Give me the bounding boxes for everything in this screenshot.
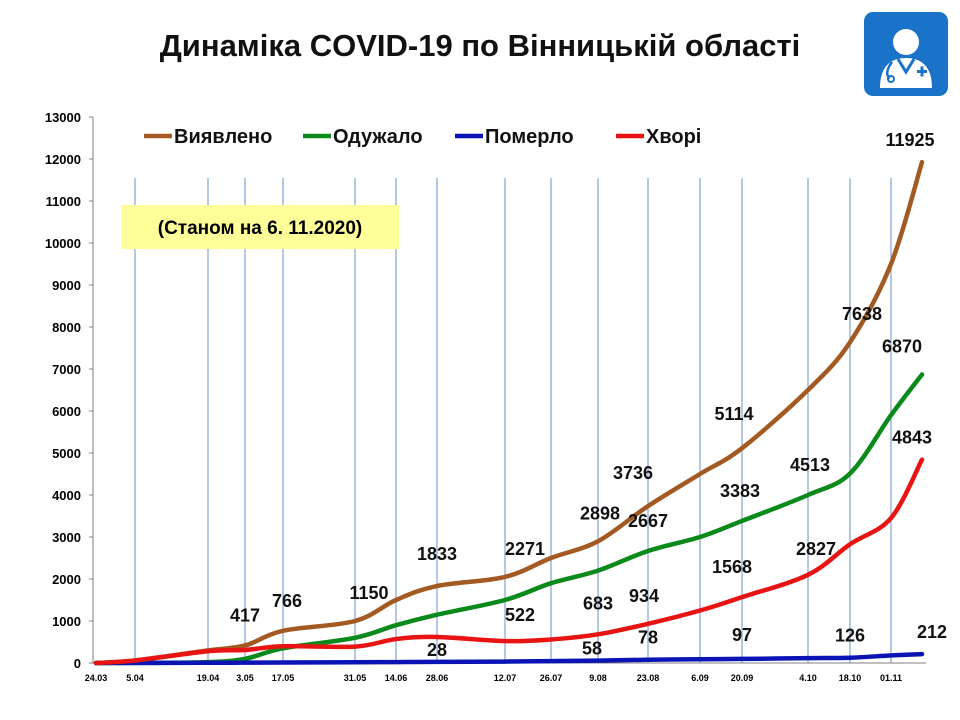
- doctor-icon: [864, 12, 948, 96]
- series-line: [93, 651, 925, 666]
- x-tick-label: 17.05: [272, 673, 295, 683]
- data-label: 2271: [505, 539, 545, 559]
- data-label: 97: [732, 625, 752, 645]
- data-label: 58: [582, 639, 602, 659]
- data-label: 5114: [714, 404, 753, 424]
- data-label: 6870: [882, 336, 922, 356]
- x-tick-labels: 24.03 5.04 19.04 3.05 17.05 31.05 14.06 28.06 12…: [85, 673, 902, 683]
- y-tick-label: 6000: [52, 404, 81, 419]
- data-label: 4843: [892, 428, 932, 448]
- series-line: [93, 159, 925, 666]
- data-label: 2667: [628, 511, 668, 531]
- x-tick-label: 12.07: [494, 673, 517, 683]
- x-tick-label: 24.03: [85, 673, 108, 683]
- doctor-icon-graphic: [880, 29, 932, 88]
- y-tick-label: 3000: [52, 530, 81, 545]
- chart-title: Динаміка COVID-19 по Вінницькій області: [159, 28, 801, 63]
- data-label: 3383: [720, 481, 760, 501]
- series-line: [93, 457, 925, 666]
- data-label: 28: [427, 640, 447, 660]
- data-label: 78: [638, 628, 658, 648]
- y-tick-label: 2000: [52, 572, 81, 587]
- data-label: 3736: [613, 463, 653, 483]
- y-tick-label: 4000: [52, 488, 81, 503]
- grid-layer: [134, 178, 892, 663]
- x-tick-label: 26.07: [540, 673, 563, 683]
- y-tick-label: 1000: [52, 614, 81, 629]
- x-tick-label: 5.04: [126, 673, 144, 683]
- x-tick-label: 18.10: [839, 673, 862, 683]
- y-tick-label: 12000: [45, 152, 81, 167]
- x-tick-label: 14.06: [385, 673, 408, 683]
- series-lines: [93, 159, 925, 666]
- x-tick-label: 3.05: [236, 673, 254, 683]
- y-tick-label: 0: [74, 656, 81, 671]
- y-tick-label: 11000: [46, 194, 81, 209]
- x-tick-label: 19.04: [197, 673, 220, 683]
- x-tick-label: 28.06: [426, 673, 449, 683]
- data-labels: 417 766 1150 1833 2271 2898 3736 5114 7638 11925 2…: [230, 130, 947, 660]
- legend-label: Виявлено: [174, 126, 272, 148]
- legend: Виявлено Одужало Померло Хворі: [144, 126, 701, 148]
- data-label: 1568: [712, 557, 752, 577]
- y-tick-label: 9000: [52, 278, 81, 293]
- status-annotation: (Станом на 6. 11.2020): [121, 205, 399, 249]
- x-tick-label: 31.05: [344, 673, 367, 683]
- data-label: 11925: [885, 130, 934, 150]
- data-label: 1150: [349, 583, 388, 603]
- x-tick-label: 4.10: [799, 673, 817, 683]
- data-label: 2827: [796, 539, 836, 559]
- y-tick-labels: 0 1000 2000 3000 4000 5000 6000 7000 8000 9000 100…: [45, 110, 81, 671]
- y-tick-label: 8000: [52, 320, 81, 335]
- y-tick-label: 7000: [52, 362, 81, 377]
- legend-label: Одужало: [333, 126, 423, 148]
- axis-layer: [89, 116, 926, 664]
- x-tick-label: 23.08: [637, 673, 660, 683]
- x-tick-label: 9.08: [589, 673, 607, 683]
- data-label: 4513: [790, 455, 830, 475]
- series-line: [93, 372, 925, 666]
- data-label: 934: [629, 586, 659, 606]
- legend-label: Померло: [485, 126, 574, 148]
- data-label: 522: [505, 605, 535, 625]
- data-label: 126: [835, 626, 865, 646]
- x-tick-label: 6.09: [691, 673, 709, 683]
- x-tick-label: 01.11: [880, 673, 902, 683]
- y-tick-label: 10000: [45, 236, 81, 251]
- legend-label: Хворі: [646, 126, 701, 148]
- x-tick-label: 20.09: [731, 673, 754, 683]
- data-label: 1833: [417, 544, 457, 564]
- data-label: 212: [917, 622, 947, 642]
- data-label: 7638: [842, 304, 882, 324]
- y-tick-label: 13000: [45, 110, 81, 125]
- status-annotation-text: (Станом на 6. 11.2020): [158, 218, 363, 239]
- data-label: 766: [272, 591, 302, 611]
- data-label: 683: [583, 593, 613, 613]
- data-label: 2898: [580, 503, 620, 523]
- y-tick-label: 5000: [52, 446, 81, 461]
- data-label: 417: [230, 605, 260, 625]
